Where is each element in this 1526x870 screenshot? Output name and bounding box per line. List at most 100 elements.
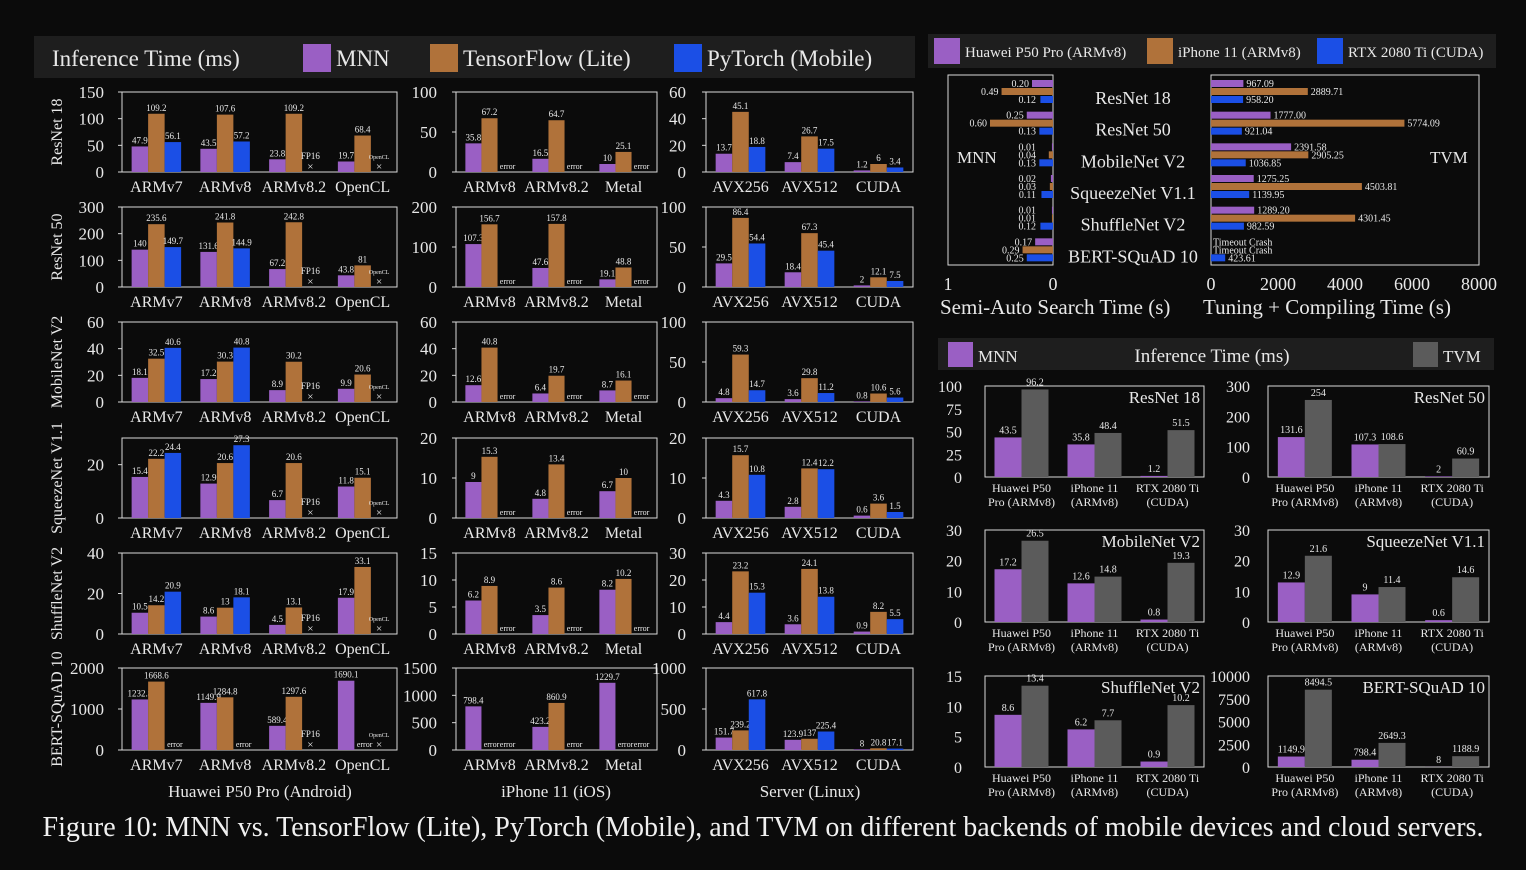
row-label: MobileNet V2 [49, 316, 66, 409]
bar [1049, 183, 1053, 190]
x-tick-label: 6000 [1394, 274, 1430, 294]
left-title-bar [34, 36, 915, 78]
bar [715, 500, 733, 518]
data-label: 137 [803, 728, 817, 738]
legend-label-0: MNN [336, 46, 390, 71]
model-label: ResNet 50 [1095, 120, 1171, 140]
bar [131, 476, 149, 518]
bar [615, 267, 632, 287]
device-label-0: Huawei P50 Pro (Android) [168, 782, 352, 801]
data-label: 131.6 [1280, 425, 1303, 436]
category-label: AVX512 [781, 525, 838, 542]
data-label: 3.6 [873, 493, 885, 503]
data-label: 16.1 [616, 370, 632, 380]
bar [784, 272, 802, 287]
data-label: 20.9 [165, 581, 181, 591]
y-tick-label: 0 [1242, 615, 1250, 632]
category-label: OpenCL [335, 409, 390, 426]
bar [337, 388, 355, 402]
y-tick-label: 500 [412, 714, 438, 733]
model-label: ResNet 18 [1095, 88, 1171, 108]
category-label: (ARMv8) [1355, 785, 1402, 799]
bar [886, 619, 904, 634]
bar [200, 148, 217, 172]
data-label: 1668.6 [144, 671, 169, 681]
data-label: 40.6 [165, 337, 181, 347]
category-label: Pro (ARMv8) [1271, 785, 1338, 799]
row-label: BERT-SQuAD 10 [49, 651, 66, 766]
bar [1211, 214, 1356, 222]
data-label: 20.6 [286, 452, 302, 462]
data-label: 10.6 [871, 383, 887, 393]
category-label: Pro (ARMv8) [988, 785, 1055, 799]
bar [870, 393, 887, 402]
bar [715, 622, 733, 634]
bar [615, 578, 632, 634]
category-label: OpenCL [335, 757, 390, 774]
data-label: 20.8 [871, 737, 887, 747]
data-label: 3.4 [889, 156, 901, 166]
y-tick-label: 0 [678, 163, 687, 182]
data-label: 17.5 [818, 138, 834, 148]
data-label: 225.4 [816, 721, 837, 731]
data-label: 0.04 [1019, 150, 1037, 161]
y-tick-label: 200 [79, 225, 105, 244]
data-label: 68.4 [355, 125, 371, 135]
y-tick-label: 0 [678, 625, 687, 644]
bar [853, 515, 871, 518]
data-label: 2649.3 [1378, 731, 1406, 742]
category-label: ARMv8.2 [262, 294, 326, 311]
unsupported-mark: × [376, 391, 382, 403]
data-label: 20.6 [355, 364, 371, 374]
bar [801, 738, 818, 750]
data-label: 2.8 [787, 496, 799, 506]
bar [148, 113, 165, 172]
data-label: 1.5 [889, 501, 901, 511]
category-label: AVX256 [712, 179, 769, 196]
legend-swatch-2 [674, 44, 702, 72]
y-tick-label: 50 [946, 425, 962, 442]
category-label: ARMv7 [130, 525, 182, 542]
unsupported-mark: × [376, 276, 382, 288]
data-label: 29.5 [716, 252, 732, 262]
unsupported-label: FP16 [301, 613, 321, 623]
data-label: 10.2 [1172, 693, 1190, 704]
bar [1304, 555, 1332, 622]
error-label: error [500, 624, 516, 633]
bar [1211, 80, 1244, 87]
data-label: 7.7 [1102, 708, 1115, 719]
bar [1211, 254, 1226, 262]
tvm-legend-label-1: iPhone 11 (ARMv8) [1178, 45, 1301, 61]
data-label: 16.5 [533, 148, 549, 158]
data-label: 17.2 [999, 557, 1017, 568]
data-label: 0.25 [1006, 111, 1024, 122]
data-label: 241.8 [215, 212, 236, 222]
bar [1067, 583, 1095, 622]
bar [1021, 389, 1049, 477]
bar [216, 222, 234, 287]
bar [1277, 756, 1305, 767]
bar [131, 249, 149, 287]
data-label: 1777.00 [1274, 111, 1307, 122]
error-label: error [484, 740, 500, 749]
data-label: 0.29 [1002, 245, 1020, 256]
y-tick-label: 40 [87, 544, 104, 563]
bar [784, 739, 802, 750]
y-tick-label: 0 [96, 509, 105, 528]
category-label: ARMv7 [130, 757, 182, 774]
bar [481, 224, 498, 287]
data-label: 1289.20 [1257, 206, 1290, 217]
bar [1026, 254, 1053, 262]
data-label: 12.9 [1283, 570, 1301, 581]
x-tick-label: 0 [1049, 274, 1058, 294]
data-label: 3.5 [535, 604, 547, 614]
y-tick-label: 0 [96, 393, 105, 412]
bar [337, 680, 355, 750]
bar [200, 251, 217, 287]
data-label: 423.2 [530, 716, 550, 726]
data-label: 0.02 [1019, 174, 1037, 185]
bar [715, 737, 733, 750]
bar [481, 118, 498, 172]
tuning-xlabel: Tuning + Compiling Time (s) [1203, 295, 1451, 319]
data-label: 8494.5 [1305, 678, 1333, 689]
